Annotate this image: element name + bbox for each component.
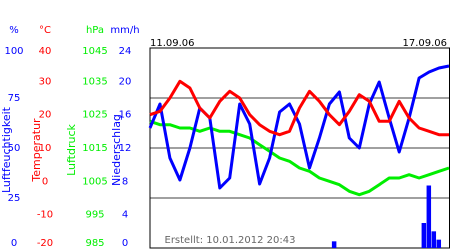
y-tick-label: -10 [37, 210, 53, 221]
data-line [148, 64, 450, 190]
end-date: 17.09.06 [402, 38, 447, 49]
y-tick-label: 1025 [82, 110, 107, 121]
precip-bar [431, 231, 437, 248]
y-tick-label: 24 [119, 46, 132, 57]
start-date: 11.09.06 [150, 38, 195, 49]
y-tick-label: 985 [85, 238, 104, 249]
precip-bar [331, 241, 337, 248]
y-tick-label: 100 [4, 46, 23, 57]
axis-name: Luftfeuchtigkeit [0, 106, 13, 193]
axis-name: Luftdruck [65, 123, 78, 175]
y-tick-label: -20 [37, 238, 53, 249]
y-tick-label: 1035 [82, 76, 107, 87]
axis-unit: °C [39, 25, 51, 36]
y-tick-label: 0 [122, 238, 128, 249]
y-tick-label: 995 [85, 210, 104, 221]
y-tick-label: 20 [119, 76, 132, 87]
precip-bar [421, 223, 427, 248]
y-tick-label: 1005 [82, 176, 107, 187]
y-tick-label: 75 [8, 93, 21, 104]
axis-unit: mm/h [110, 25, 139, 36]
y-tick-label: 40 [39, 46, 52, 57]
axis-unit: % [9, 25, 19, 36]
axis-name: Niederschlag [110, 114, 123, 186]
y-tick-label: 0 [11, 238, 17, 249]
y-tick-label: 1015 [82, 143, 107, 154]
y-tick-label: 16 [119, 110, 132, 121]
y-tick-label: 10 [39, 143, 52, 154]
precip-bar [436, 239, 442, 248]
footer: Erstellt: 10.01.2012 20:43 [165, 235, 296, 246]
y-tick-label: 8 [122, 176, 128, 187]
y-tick-label: 0 [42, 176, 48, 187]
data-line [149, 119, 450, 197]
axis-unit: hPa [86, 25, 104, 36]
data-line [149, 79, 449, 137]
y-tick-label: 25 [8, 193, 21, 204]
precip-bar [426, 185, 432, 248]
y-tick-label: 20 [39, 110, 52, 121]
y-tick-label: 50 [8, 143, 21, 154]
y-tick-label: 1045 [82, 46, 107, 57]
axis-name: Temperatur [30, 118, 43, 183]
y-tick-label: 4 [122, 210, 128, 221]
y-tick-label: 12 [119, 143, 132, 154]
y-tick-label: 30 [39, 76, 52, 87]
